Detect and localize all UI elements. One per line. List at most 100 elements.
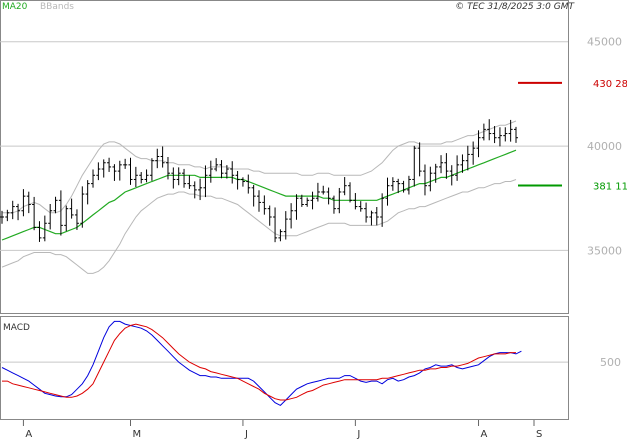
ohlc-bar — [214, 158, 219, 172]
ohlc-bar — [112, 164, 117, 181]
ohlc-bar — [80, 186, 85, 228]
ohlc-bar — [428, 166, 433, 192]
macd-panel-border — [0, 316, 569, 420]
ohlc-bar — [128, 157, 133, 185]
price-panel-border — [0, 0, 569, 314]
ohlc-bar — [471, 141, 476, 165]
bollinger-bands — [1, 120, 517, 274]
ohlc-bar — [240, 177, 245, 187]
ohlc-bar — [171, 167, 176, 189]
ohlc-bar — [358, 201, 363, 212]
ohlc-bar — [289, 203, 294, 229]
ohlc-bar — [449, 165, 454, 186]
ohlc-bar — [251, 184, 256, 207]
ohlc-bar — [0, 210, 4, 224]
ohlc-bar — [390, 177, 395, 191]
ohlc-bar — [107, 157, 112, 172]
ohlc-bar — [406, 175, 411, 195]
ohlc-bar — [342, 177, 347, 196]
ohlc-bar — [481, 123, 486, 141]
price-levels: 430 28 381 11 — [518, 79, 627, 192]
ohlc-bar — [91, 169, 96, 188]
macd-lines — [1, 320, 522, 407]
ohlc-bar — [353, 193, 358, 210]
ohlc-bar — [48, 203, 53, 230]
ohlc-bar — [422, 164, 427, 196]
ohlc-bar — [101, 159, 106, 178]
ohlc-bar — [96, 162, 101, 181]
x-tick-label: S — [536, 429, 542, 440]
ohlc-bar — [439, 155, 444, 174]
ohlc-bar — [155, 148, 160, 169]
x-tick-label: J — [244, 429, 248, 440]
ohlc-bar — [246, 174, 251, 194]
ohlc-bar — [182, 168, 187, 188]
ohlc-bar — [69, 198, 74, 219]
ohlc-bar — [235, 170, 240, 190]
ohlc-bar — [16, 203, 21, 221]
x-tick-label: M — [133, 429, 142, 440]
ohlc-bar — [374, 206, 379, 226]
ohlc-bar — [455, 155, 460, 181]
macd-tick-label: 500 — [600, 356, 621, 369]
ohlc-bar — [32, 196, 37, 231]
ohlc-bar — [348, 182, 353, 203]
signal-series — [2, 323, 516, 401]
ohlc-bar — [192, 181, 197, 199]
x-tick-label: A — [481, 429, 488, 440]
ohlc-bar — [364, 202, 369, 223]
ohlc-bar — [160, 146, 165, 168]
ohlc-bar — [53, 196, 58, 214]
ohlc-bar — [412, 145, 417, 187]
ohlc-bar — [369, 210, 374, 226]
ohlc-bar — [417, 142, 422, 177]
ohlc-bar — [10, 200, 15, 220]
grid — [0, 41, 568, 363]
ohlc-bar — [144, 169, 149, 183]
ohlc-bar — [401, 180, 406, 193]
ohlc-bar — [165, 157, 170, 180]
legend-ma20: MA20 — [2, 2, 28, 12]
ohlc-bar — [337, 187, 342, 214]
ohlc-bar — [487, 119, 492, 141]
ohlc-bar — [139, 172, 144, 184]
price-tick-label: 45000 — [587, 36, 622, 49]
ohlc-bar — [224, 165, 229, 179]
macd-series — [1, 320, 522, 407]
x-tick-label: A — [25, 429, 32, 440]
ohlc-bar — [476, 130, 481, 158]
ohlc-bar — [267, 205, 272, 226]
ohlc-bar — [503, 127, 508, 142]
ohlc-bar — [85, 180, 90, 205]
macd-label: MACD — [3, 323, 30, 333]
ohlc-bar — [21, 189, 26, 217]
ohlc-bar — [514, 126, 518, 143]
ohlc-bar — [5, 209, 10, 222]
bb-lower-line — [1, 179, 517, 274]
price-tick-label: 35000 — [587, 244, 622, 257]
price-bars — [0, 119, 518, 243]
ohlc-bar — [117, 160, 122, 181]
ohlc-bar — [42, 215, 47, 242]
ohlc-bar — [305, 197, 310, 207]
ohlc-bar — [26, 191, 31, 214]
ohlc-bar — [176, 167, 181, 186]
copyright: © TEC 31/8/2025 3:0 GMT — [455, 2, 575, 12]
ohlc-bar — [64, 205, 69, 232]
ohlc-bar — [315, 182, 320, 202]
ohlc-bar — [273, 207, 278, 243]
ohlc-bar — [385, 177, 390, 206]
ohlc-bar — [433, 163, 438, 183]
y-axis-labels: 35000 40000 45000 500 — [587, 36, 622, 369]
ohlc-bar — [208, 160, 213, 183]
ohlc-bar — [396, 178, 401, 194]
ohlc-bar — [444, 153, 449, 179]
ohlc-bar — [278, 229, 283, 242]
ohlc-bar — [133, 166, 138, 187]
ohlc-bar — [123, 158, 128, 169]
ohlc-bar — [37, 221, 42, 242]
ohlc-bar — [257, 190, 261, 212]
ohlc-bar — [58, 190, 63, 236]
